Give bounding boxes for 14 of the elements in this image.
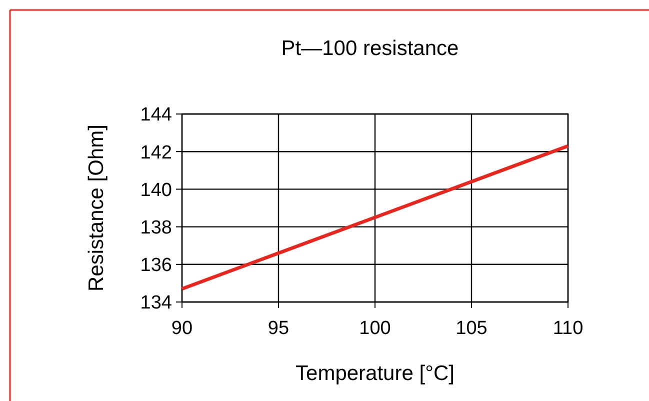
x-tick-label: 90 bbox=[171, 318, 193, 339]
x-tick-label: 110 bbox=[552, 318, 584, 339]
x-tick-label: 95 bbox=[268, 318, 290, 339]
x-axis-title: Temperature [°C] bbox=[296, 362, 454, 385]
y-axis-title: Resistance [Ohm] bbox=[85, 124, 108, 292]
y-tick-label: 140 bbox=[140, 180, 172, 201]
y-tick-label: 138 bbox=[140, 217, 172, 238]
x-tick-label: 105 bbox=[456, 318, 488, 339]
y-tick-label: 136 bbox=[140, 255, 172, 276]
y-tick-label: 134 bbox=[140, 292, 172, 314]
y-tick-label: 144 bbox=[140, 104, 172, 126]
y-tick-label: 142 bbox=[140, 142, 172, 164]
x-tick-label: 100 bbox=[359, 318, 391, 339]
chart-title: Pt—100 resistance bbox=[281, 37, 459, 60]
